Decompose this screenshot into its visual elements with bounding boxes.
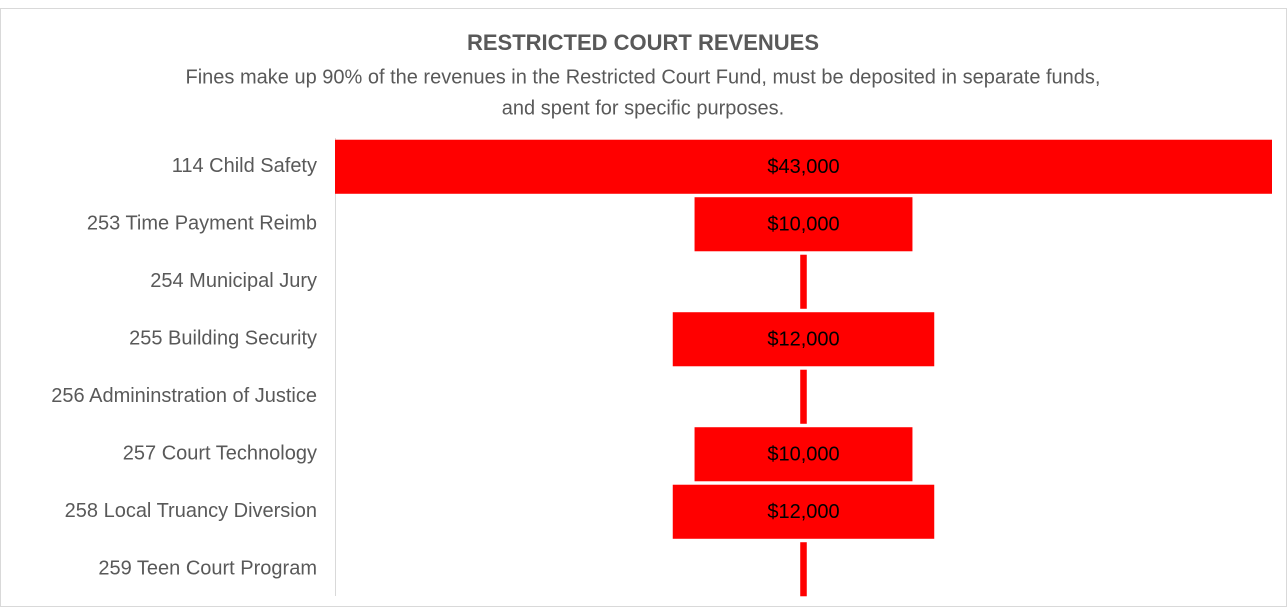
chart-subtitle: and spent for specific purposes. bbox=[502, 97, 784, 119]
bar bbox=[694, 427, 913, 482]
data-label: $10,000 bbox=[767, 444, 839, 466]
bar bbox=[672, 484, 935, 539]
category-label: 256 Admininstration of Justice bbox=[51, 385, 317, 407]
chart-title: RESTRICTED COURT REVENUES bbox=[467, 30, 819, 55]
data-label: $12,000 bbox=[767, 501, 839, 523]
category-label: 259 Teen Court Program bbox=[98, 558, 317, 580]
data-label: $43,000 bbox=[767, 156, 839, 178]
category-label: 255 Building Security bbox=[129, 328, 317, 350]
category-label: 257 Court Technology bbox=[123, 443, 317, 465]
chart-subtitle: Fines make up 90% of the revenues in the… bbox=[186, 66, 1101, 88]
bar bbox=[672, 312, 935, 367]
data-label: $10,000 bbox=[767, 214, 839, 236]
category-label: 254 Municipal Jury bbox=[150, 270, 317, 292]
bar bbox=[694, 197, 913, 252]
category-label: 258 Local Truancy Diversion bbox=[65, 500, 317, 522]
bar bbox=[800, 254, 807, 309]
bar bbox=[800, 542, 807, 597]
chart-frame bbox=[0, 8, 1287, 607]
category-label: 253 Time Payment Reimb bbox=[87, 213, 317, 235]
category-label: 114 Child Safety bbox=[172, 155, 317, 177]
data-label: $12,000 bbox=[767, 329, 839, 351]
bar bbox=[800, 369, 807, 424]
bar bbox=[335, 139, 1272, 194]
